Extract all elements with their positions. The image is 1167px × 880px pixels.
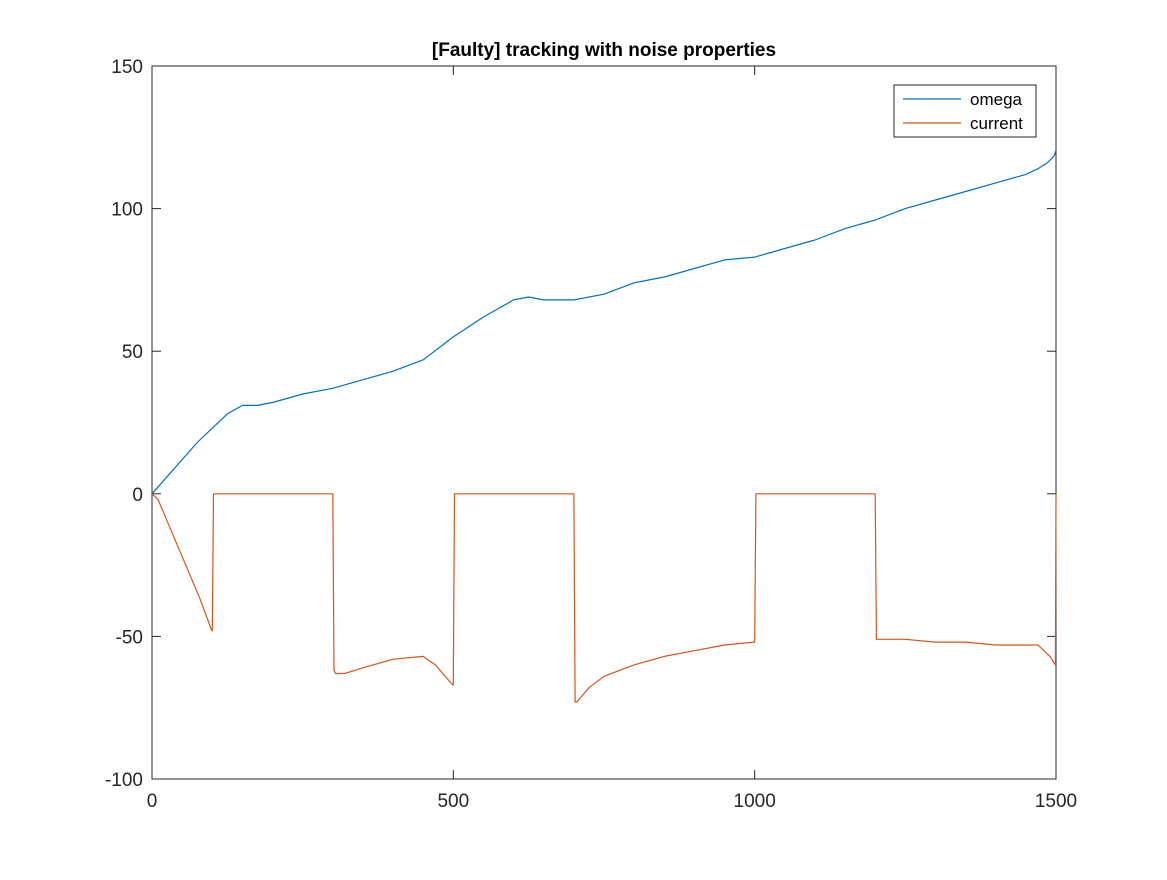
chart-title: [Faulty] tracking with noise properties [432,40,776,61]
legend-label-omega: omega [970,90,1023,109]
legend-box [893,84,1037,138]
x-tick-label: 1500 [1035,791,1077,812]
axes-box [151,65,1057,780]
y-tick-label: 150 [111,57,143,78]
y-tick-label: 50 [122,342,143,363]
legend-label-current: current [970,114,1023,133]
x-tick-label: 0 [147,791,158,812]
y-tick-label: -50 [116,627,143,648]
y-tick-label: 100 [111,200,143,221]
legend: omega current [893,84,1037,138]
series-line-omega [151,151,1057,495]
plot-area: 0 500 1000 1500 -100 -50 0 50 100 150 [105,57,1077,812]
x-tick-label: 1000 [734,791,776,812]
series-line-current [151,493,1057,703]
y-tick-label: 0 [132,485,143,506]
y-tick-label: -100 [105,770,143,791]
x-tick-label: 500 [437,791,469,812]
